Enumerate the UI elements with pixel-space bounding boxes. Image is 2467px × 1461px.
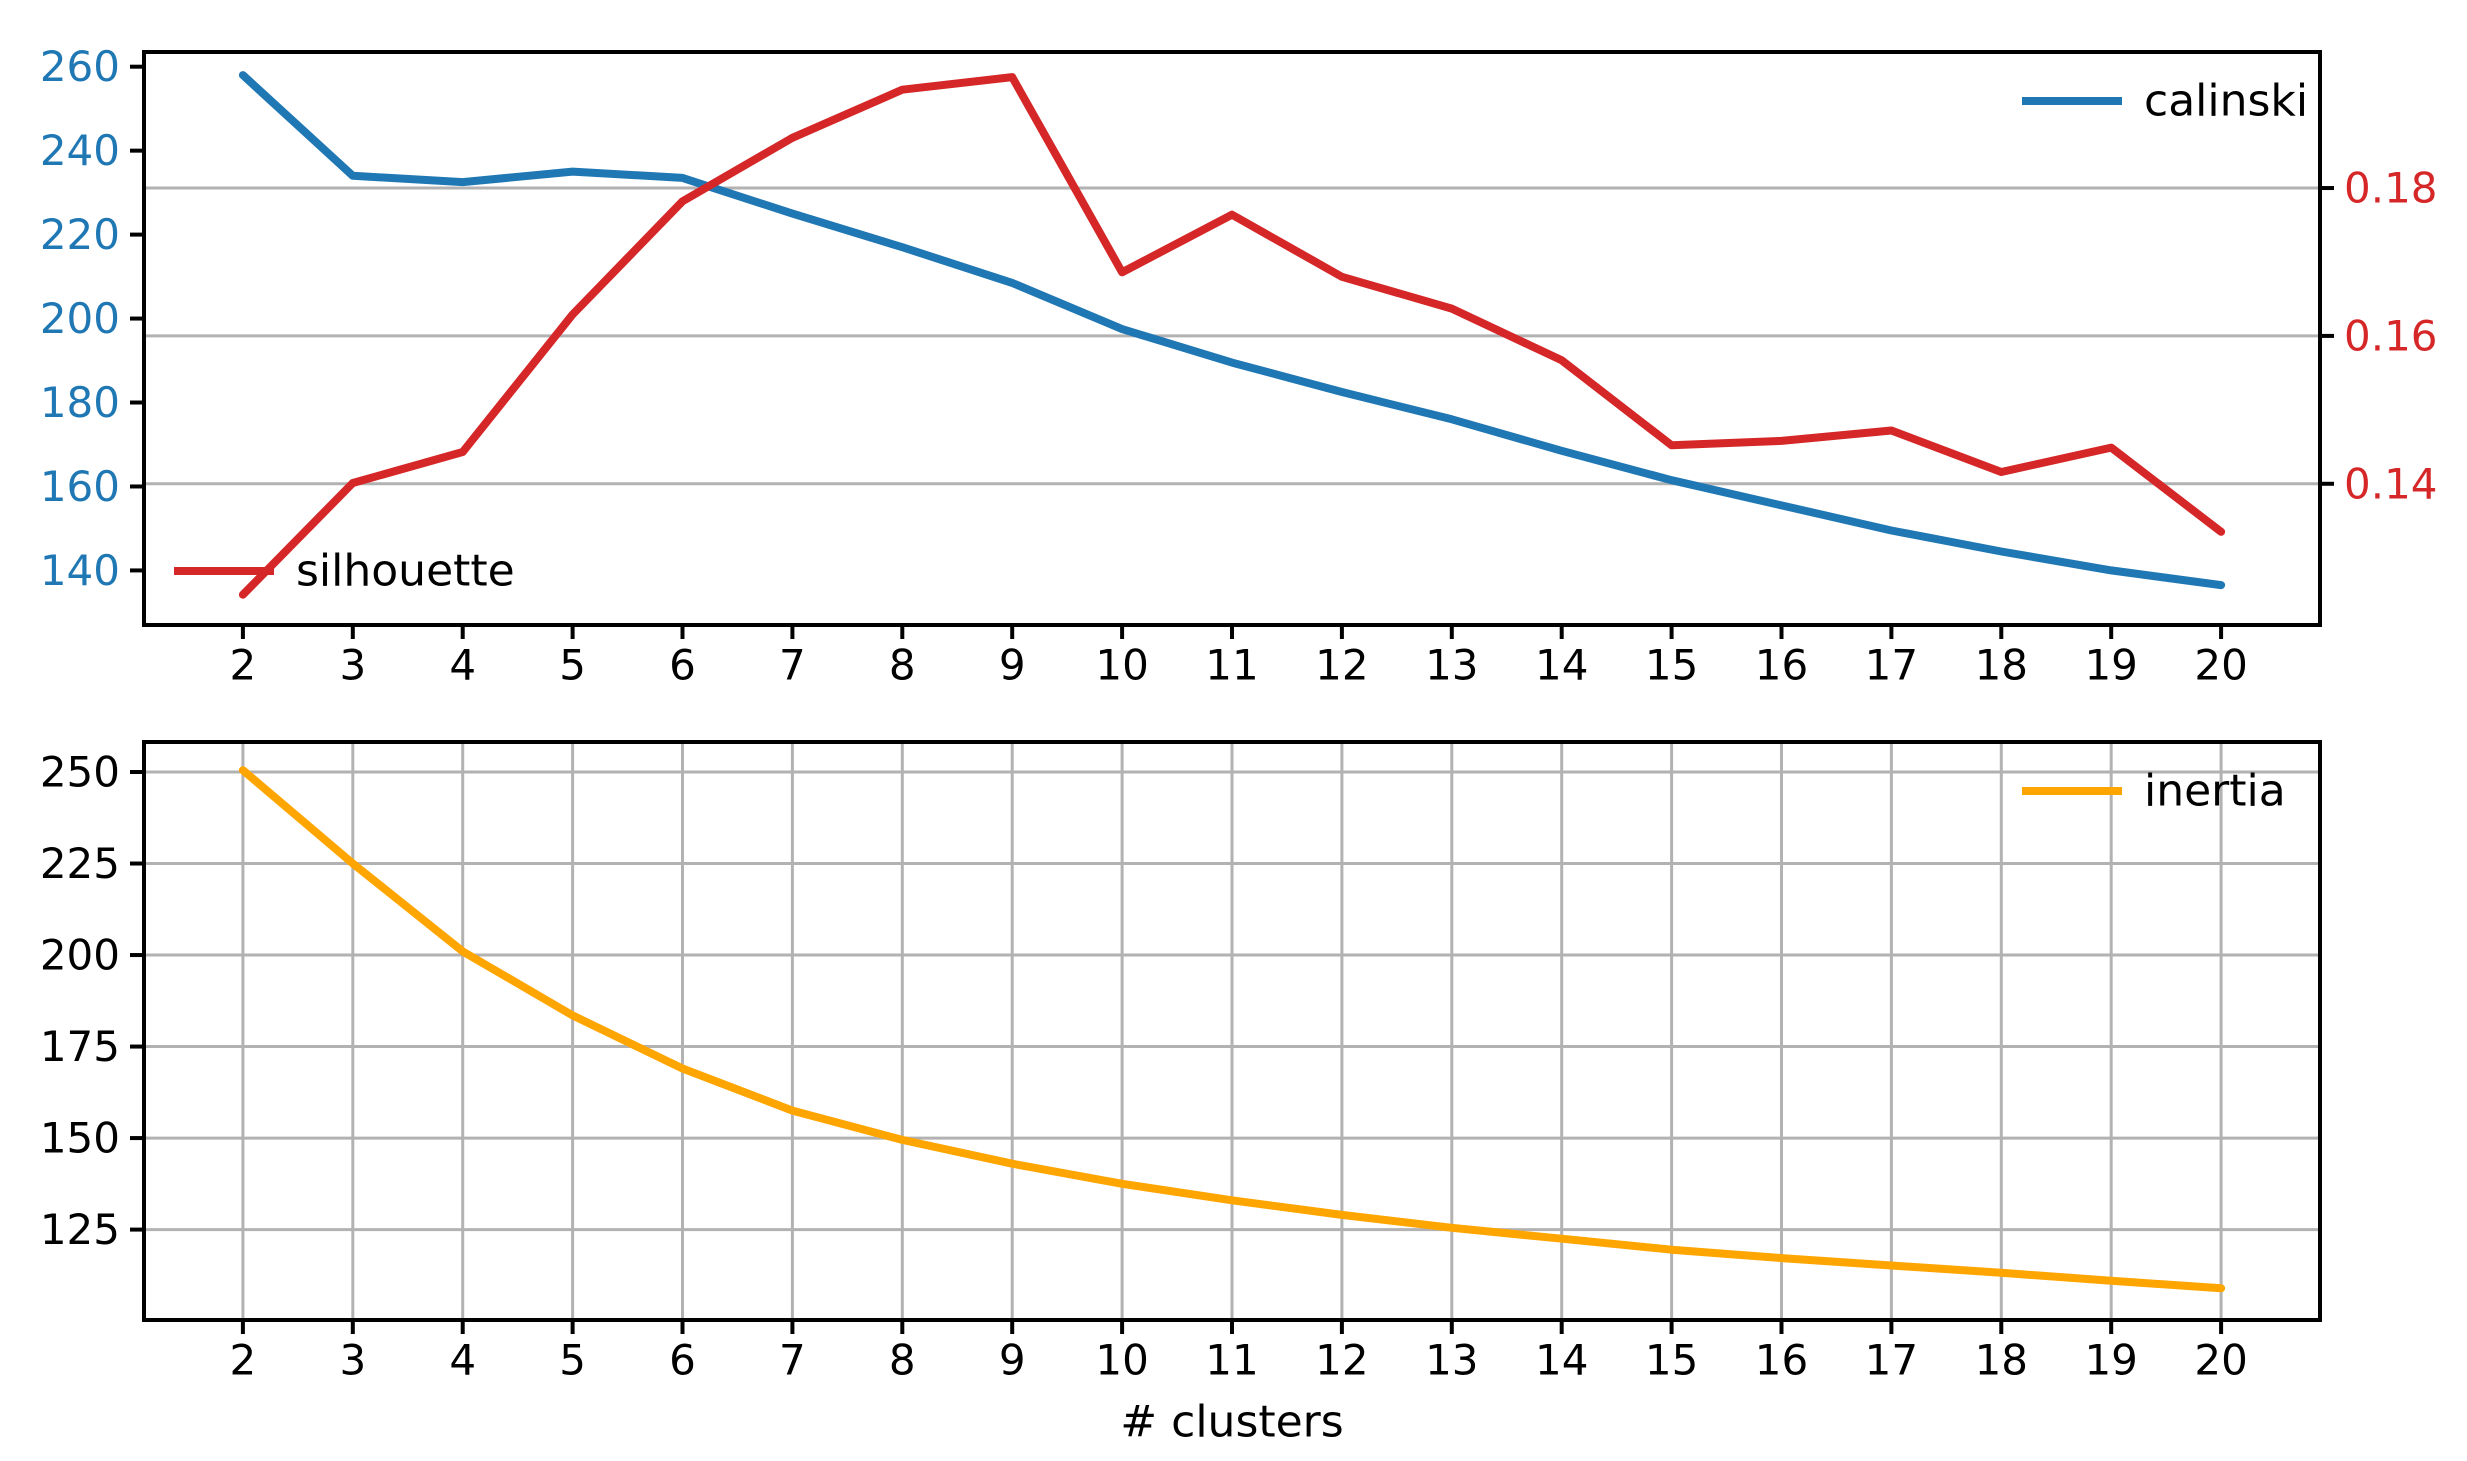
x-tick-label: 8 <box>889 641 916 690</box>
x-tick-label: 16 <box>1755 641 1808 690</box>
y-tick-label: 180 <box>40 378 120 427</box>
x-tick-label: 11 <box>1205 1336 1258 1385</box>
x-tick-label: 19 <box>2084 1336 2137 1385</box>
y-tick-label: 160 <box>40 462 120 511</box>
x-tick-label: 7 <box>779 1336 806 1385</box>
legend-silhouette: silhouette <box>174 546 515 597</box>
x-tick-label: 18 <box>1975 641 2028 690</box>
bottom-chart: 250 225 200 175 150 125 2 3 4 5 6 7 8 9 10 11 12 13 14 15 16… <box>40 740 2322 1448</box>
x-tick-label: 9 <box>999 1336 1026 1385</box>
x-tick-label: 14 <box>1535 1336 1588 1385</box>
x-axis-label: # clusters <box>1120 1397 1343 1448</box>
x-tick-label: 4 <box>449 1336 476 1385</box>
x-tick-label: 20 <box>2194 641 2247 690</box>
x-tick-label: 5 <box>559 1336 586 1385</box>
x-tick-label: 2 <box>230 1336 257 1385</box>
x-tick-label: 14 <box>1535 641 1588 690</box>
y-tick-label: 125 <box>40 1205 120 1254</box>
y2-tick-label: 0.18 <box>2344 164 2438 213</box>
y2-tick-label: 0.14 <box>2344 459 2438 508</box>
x-tick-label: 9 <box>999 641 1026 690</box>
top-chart: 260 240 220 200 180 160 140 0.18 0.16 0.14 2 3 4 5 6 7 8… <box>40 42 2438 689</box>
x-tick-label: 6 <box>669 1336 696 1385</box>
x-tick-label: 15 <box>1645 641 1698 690</box>
y-tick-label: 140 <box>40 546 120 595</box>
legend-calinski: calinski <box>2022 76 2308 127</box>
legend-inertia: inertia <box>2022 766 2286 817</box>
x-tick-label: 8 <box>889 1336 916 1385</box>
legend-label-calinski: calinski <box>2144 76 2308 127</box>
y-tick-label: 220 <box>40 210 120 259</box>
x-tick-label: 19 <box>2084 641 2137 690</box>
x-tick-label: 17 <box>1865 641 1918 690</box>
y-tick-label: 200 <box>40 294 120 343</box>
legend-label-inertia: inertia <box>2144 766 2286 817</box>
x-tick-label: 13 <box>1425 641 1478 690</box>
x-tick-label: 10 <box>1095 1336 1148 1385</box>
legend-label-silhouette: silhouette <box>296 546 515 597</box>
x-tick-label: 20 <box>2194 1336 2247 1385</box>
y-tick-label: 250 <box>40 748 120 797</box>
grid <box>144 186 2320 486</box>
x-tick-label: 4 <box>449 641 476 690</box>
y-tick-label: 200 <box>40 931 120 980</box>
series-line-inertia <box>238 766 2226 1293</box>
x-tick-label: 12 <box>1315 641 1368 690</box>
x-tick-label: 10 <box>1095 641 1148 690</box>
x-tick-label: 16 <box>1755 1336 1808 1385</box>
x-tick-label: 17 <box>1865 1336 1918 1385</box>
y-tick-label: 260 <box>40 42 120 91</box>
x-tick-label: 3 <box>339 641 366 690</box>
y-tick-label: 240 <box>40 126 120 175</box>
y2-tick-label: 0.16 <box>2344 311 2438 360</box>
grid <box>144 742 2320 1320</box>
x-tick-label: 7 <box>779 641 806 690</box>
x-tick-label: 6 <box>669 641 696 690</box>
plot-border <box>142 50 2322 627</box>
y-tick-label: 225 <box>40 839 120 888</box>
x-tick-label: 13 <box>1425 1336 1478 1385</box>
x-tick-label: 15 <box>1645 1336 1698 1385</box>
y-tick-label: 175 <box>40 1022 120 1071</box>
y-tick-label: 150 <box>40 1114 120 1163</box>
x-tick-label: 2 <box>230 641 257 690</box>
x-tick-label: 18 <box>1975 1336 2028 1385</box>
series-line-calinski <box>238 71 2226 590</box>
x-tick-label: 12 <box>1315 1336 1368 1385</box>
x-tick-label: 11 <box>1205 641 1258 690</box>
x-tick-label: 3 <box>339 1336 366 1385</box>
x-tick-label: 5 <box>559 641 586 690</box>
series-line-silhouette <box>238 73 2226 599</box>
